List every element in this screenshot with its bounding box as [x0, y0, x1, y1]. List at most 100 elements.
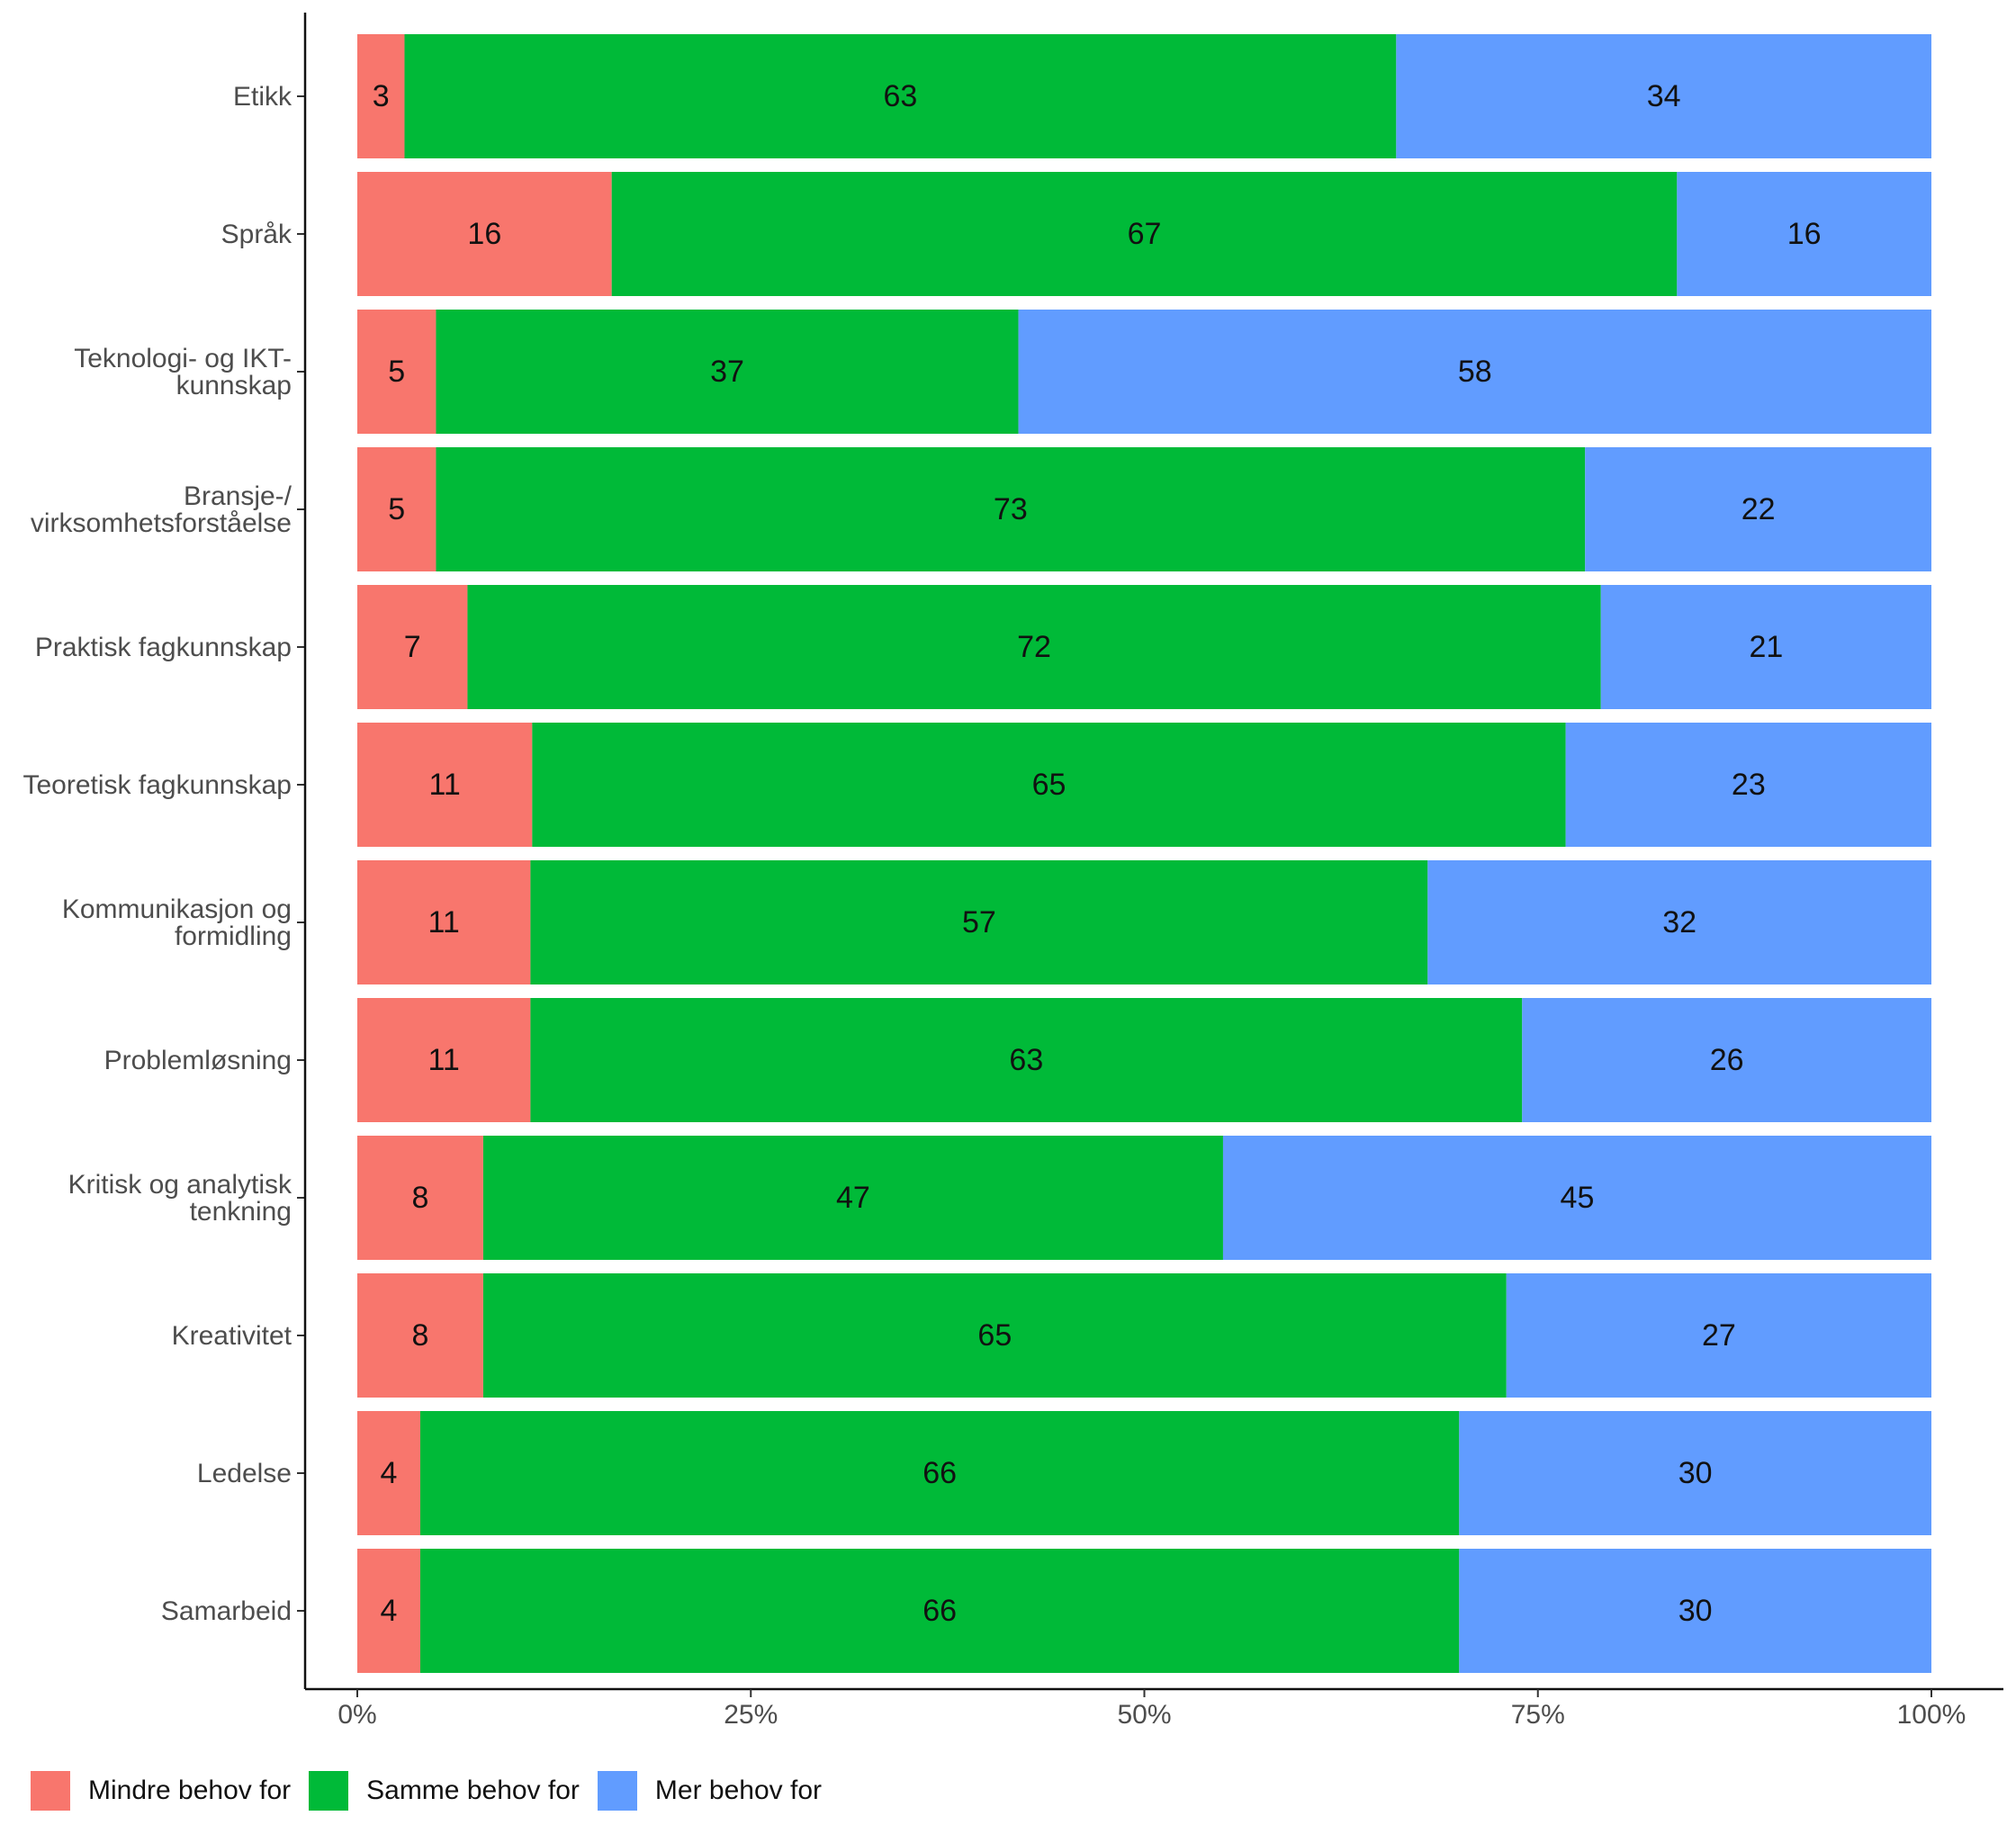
bar-value-label: 16 [1787, 217, 1822, 251]
bar-segment [419, 1411, 1460, 1535]
y-tick-label-line: Etikk [233, 82, 292, 112]
bar-value-label: 8 [411, 1318, 428, 1353]
bar-value-label: 23 [1732, 768, 1766, 802]
y-tick-label-line: Kreativitet [172, 1321, 292, 1351]
x-tick-label: 50% [1117, 1700, 1171, 1730]
bar-segment [436, 447, 1586, 571]
bar-value-label: 65 [1032, 768, 1066, 802]
bar-segment [1427, 860, 1931, 984]
bar-segment [1018, 310, 1931, 434]
bar-value-label: 3 [373, 79, 390, 113]
y-tick-label-line: tenkning [190, 1197, 292, 1227]
bar-segment [436, 310, 1019, 434]
bar-segment [357, 860, 531, 984]
x-tick-label: 100% [1897, 1700, 1966, 1730]
bar-value-label: 34 [1647, 79, 1681, 113]
bar-value-label: 16 [467, 217, 501, 251]
x-tick-label: 0% [338, 1700, 376, 1730]
bar-segment [467, 585, 1601, 709]
legend-key [31, 1771, 70, 1811]
bar-value-label: 11 [429, 768, 461, 802]
bar-value-label: 58 [1458, 355, 1492, 389]
y-tick-label: Kritisk og analytisk tenkning [68, 1170, 292, 1227]
bar-segment [357, 447, 436, 571]
y-tick-label-line: Problemløsning [104, 1046, 292, 1075]
legend-item: Mer behov for [597, 1771, 822, 1811]
legend-label: Samme behov for [366, 1776, 580, 1805]
bar-value-label: 8 [411, 1181, 428, 1215]
bar-segment [357, 1136, 483, 1260]
y-tick-label-line: virksomhetsforståelse [31, 508, 292, 538]
bar-segment [611, 172, 1678, 296]
bar-value-label: 5 [388, 492, 405, 526]
bar-value-label: 63 [1009, 1043, 1043, 1077]
bar-segment [357, 998, 531, 1122]
bar-segment [530, 998, 1523, 1122]
y-tick-label-line: Kommunikasjon og [62, 895, 292, 924]
category-labels: Etikk Språk Teknologi- og IKT-kunnskap Bran… [22, 82, 292, 1626]
y-tick-label: Problemløsning [104, 1046, 292, 1075]
bar-segment [404, 34, 1397, 158]
bar-segment [1459, 1549, 1931, 1673]
bar-segment [1600, 585, 1931, 709]
legend-label: Mer behov for [654, 1776, 822, 1805]
x-tick-label: 75% [1511, 1700, 1565, 1730]
legend-label: Mindre behov for [88, 1776, 292, 1805]
y-tick-label: Teknologi- og IKT-kunnskap [74, 344, 292, 400]
bar-value-label: 32 [1662, 905, 1696, 939]
legend-key [597, 1771, 637, 1811]
bar-segment [1585, 447, 1931, 571]
bar-segment [357, 172, 612, 296]
bar-segment [357, 310, 436, 434]
bar-value-label: 37 [710, 355, 744, 389]
y-tick-label-line: formidling [175, 922, 292, 951]
bar-value-label: 4 [381, 1594, 398, 1628]
bars-group: 3 63 34 16 67 16 5 37 58 5 73 22 7 72 21 11 65 23 11 57 32 11… [357, 34, 1931, 1673]
bar-value-label: 4 [381, 1456, 398, 1490]
bar-value-label: 21 [1749, 630, 1783, 664]
bar-segment [1522, 998, 1931, 1122]
legend-item: Samme behov for [309, 1771, 580, 1811]
y-tick-label: Kommunikasjon og formidling [62, 895, 292, 951]
legend: Mindre behov for Samme behov for Mer behov… [31, 1771, 840, 1811]
y-tick-label-line: Teoretisk fagkunnskap [22, 770, 292, 800]
bar-value-label: 72 [1017, 630, 1051, 664]
bar-value-label: 57 [962, 905, 996, 939]
x-tick-label: 25% [724, 1700, 778, 1730]
bar-value-label: 22 [1742, 492, 1776, 526]
y-tick-label-line: Ledelse [197, 1459, 292, 1488]
bar-segment [419, 1549, 1460, 1673]
bar-segment [1677, 172, 1931, 296]
bar-segment [357, 723, 533, 847]
y-tick-label: Bransje-/virksomhetsforståelse [31, 481, 292, 538]
bar-value-label: 27 [1702, 1318, 1736, 1353]
bar-value-label: 73 [994, 492, 1028, 526]
legend-key [309, 1771, 349, 1811]
bar-segment [1222, 1136, 1931, 1260]
y-tick-label: Teoretisk fagkunnskap [22, 770, 292, 800]
bar-value-label: 11 [428, 1043, 460, 1077]
bar-segment [1396, 34, 1931, 158]
bar-segment [1565, 723, 1931, 847]
y-tick-label-line: kunnskap [176, 371, 292, 400]
bar-segment [530, 860, 1428, 984]
bar-segment [532, 723, 1566, 847]
bar-segment [1506, 1273, 1931, 1398]
bar-value-label: 66 [922, 1594, 957, 1628]
bar-value-label: 11 [428, 905, 460, 939]
bar-value-label: 7 [404, 630, 421, 664]
bar-segment [357, 34, 405, 158]
bar-segment [357, 1273, 483, 1398]
y-tick-label-line: Kritisk og analytisk [68, 1170, 292, 1200]
bar-segment [1459, 1411, 1931, 1535]
y-tick-label-line: Samarbeid [161, 1596, 292, 1626]
y-tick-label: Kreativitet [172, 1321, 292, 1351]
axes: 0% 25% 50% 75% 100% [297, 13, 2003, 1730]
bar-segment [357, 1411, 420, 1535]
y-tick-label-line: Teknologi- og IKT- [74, 344, 292, 373]
bar-value-label: 47 [836, 1181, 870, 1215]
bar-segment [482, 1273, 1507, 1398]
bar-value-label: 26 [1710, 1043, 1744, 1077]
y-tick-label: Ledelse [197, 1459, 292, 1488]
